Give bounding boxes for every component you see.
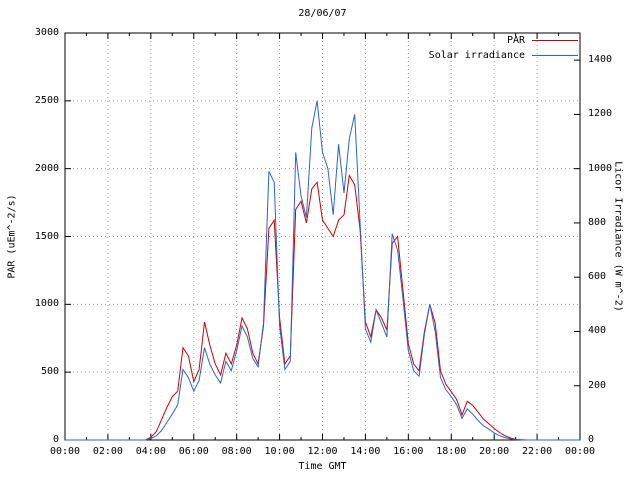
y2-tick-label: 200 xyxy=(588,379,607,391)
legend-item: Solar irradiance xyxy=(429,48,578,63)
legend-item: PAR xyxy=(429,33,578,48)
x-tick-label: 18:00 xyxy=(436,446,467,457)
legend-label: Solar irradiance xyxy=(428,50,525,61)
y-tick-label: 3000 xyxy=(34,27,59,38)
y2-tick-label: 800 xyxy=(588,216,607,228)
x-tick-label: 02:00 xyxy=(92,446,123,457)
y2-tick-label: 600 xyxy=(588,271,607,283)
y-tick-label: 0 xyxy=(52,434,59,445)
series-line-0 xyxy=(65,173,580,441)
y-tick-label: 1000 xyxy=(34,298,59,310)
x-tick-label: 00:00 xyxy=(564,446,596,457)
x-tick-label: 22:00 xyxy=(522,446,553,457)
y-tick-label: 1500 xyxy=(34,230,59,242)
legend: PAR Solar irradiance xyxy=(429,33,578,63)
legend-line-sample xyxy=(532,40,578,41)
y2-tick-label: 1200 xyxy=(588,108,613,120)
legend-line-sample xyxy=(532,55,578,56)
y2-tick-label: 400 xyxy=(588,325,607,337)
y-tick-label: 500 xyxy=(40,366,59,378)
chart-title: 28/06/07 xyxy=(298,8,347,19)
legend-label: PAR xyxy=(506,35,525,46)
x-axis-label: Time GMT xyxy=(298,461,347,472)
y2-tick-label: 0 xyxy=(588,434,595,445)
series-line-1 xyxy=(65,100,580,441)
y-tick-label: 2000 xyxy=(34,162,59,174)
y2-tick-label: 1000 xyxy=(588,162,613,174)
x-tick-label: 16:00 xyxy=(393,446,424,457)
x-tick-label: 08:00 xyxy=(221,446,252,457)
y2-tick-label: 1400 xyxy=(588,54,613,66)
x-tick-label: 14:00 xyxy=(350,446,381,457)
x-tick-label: 20:00 xyxy=(479,446,510,457)
x-tick-label: 10:00 xyxy=(264,446,295,457)
x-tick-label: 06:00 xyxy=(178,446,209,457)
x-tick-label: 04:00 xyxy=(135,446,166,457)
x-tick-label: 00:00 xyxy=(49,446,81,457)
y-tick-label: 2500 xyxy=(34,94,59,106)
x-tick-label: 12:00 xyxy=(307,446,338,457)
